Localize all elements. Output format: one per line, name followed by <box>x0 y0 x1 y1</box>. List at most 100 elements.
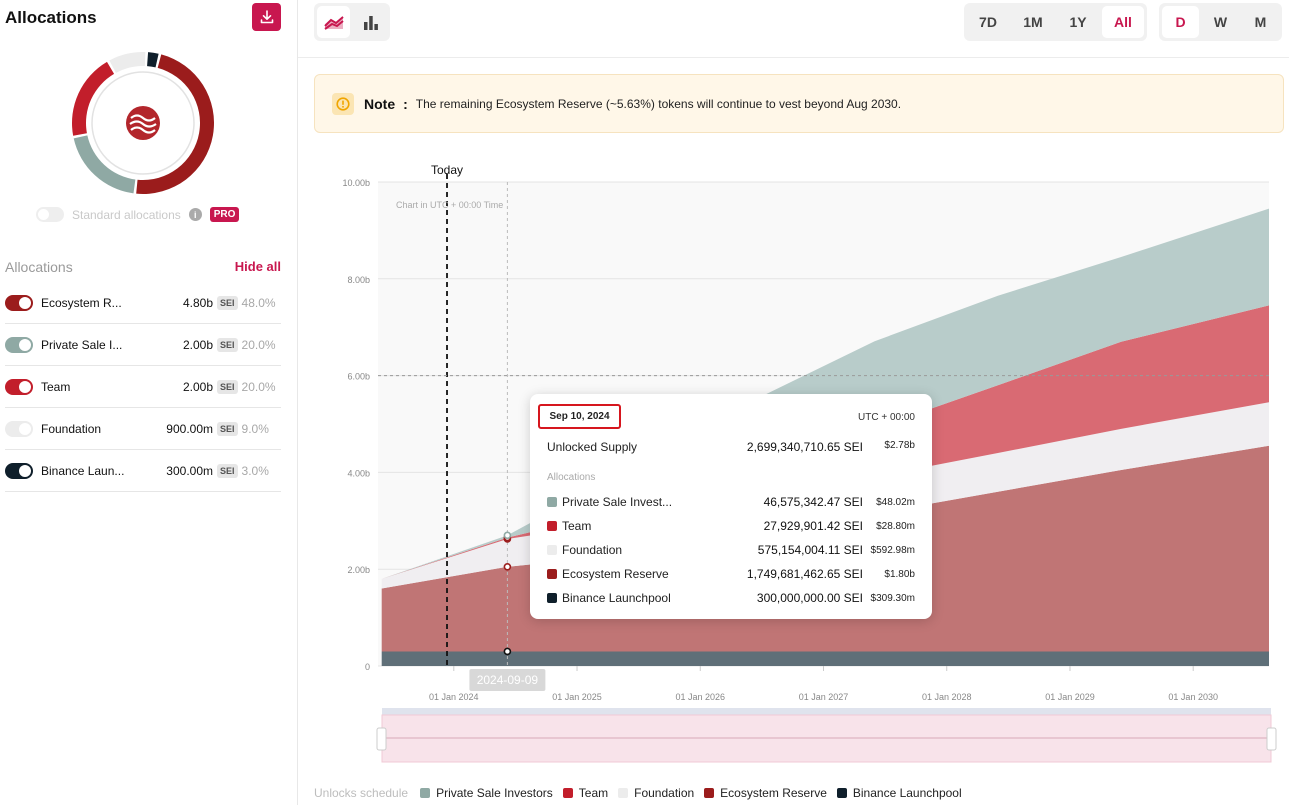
allocation-name: Binance Laun... <box>41 463 125 478</box>
download-icon <box>260 10 273 24</box>
range-navigator[interactable] <box>376 708 1277 763</box>
allocations-panel: Allocations Standard allocations i PRO <box>0 0 298 805</box>
allocation-toggle[interactable] <box>5 336 33 353</box>
range-1m[interactable]: 1M <box>1023 14 1043 30</box>
standard-allocations-label: Standard allocations <box>72 207 181 222</box>
range-1y[interactable]: 1Y <box>1069 14 1087 30</box>
allocation-percent: 48.0% <box>241 295 276 310</box>
allocation-percent: 20.0% <box>241 379 276 394</box>
donut-segments <box>72 52 214 194</box>
allocations-list-title: Allocations <box>5 259 73 275</box>
tooltip-unlocked-value: 2,699,340,710.65 SEI <box>746 440 863 454</box>
tooltip-swatch <box>547 497 557 507</box>
tooltip-allocations-label: Allocations <box>547 472 596 483</box>
allocation-amount: 900.00m <box>166 421 213 436</box>
donut-segment[interactable] <box>109 52 146 73</box>
legend-label: Team <box>578 786 609 800</box>
hover-point <box>503 647 512 656</box>
legend-item[interactable]: Foundation <box>618 786 694 800</box>
warning-circle-icon <box>336 96 350 111</box>
allocation-toggle[interactable] <box>5 294 33 311</box>
allocation-toggle[interactable] <box>5 462 33 479</box>
legend-item[interactable]: Private Sale Investors <box>420 786 553 800</box>
allocation-item: Foundation 900.00m SEI 9.0% <box>5 408 281 450</box>
tooltip-unlocked-usd: $2.78b <box>884 440 915 451</box>
legend-item[interactable]: Team <box>562 786 609 800</box>
x-tick-label: 01 Jan 2029 <box>1045 692 1095 702</box>
x-tick-label: 01 Jan 2025 <box>552 692 602 702</box>
donut-segment[interactable] <box>73 135 136 194</box>
legend-label: Ecosystem Reserve <box>720 786 827 800</box>
navigator-left-handle[interactable] <box>376 727 387 751</box>
legend-swatch <box>420 788 431 798</box>
chart-legend: Unlocks schedule Private Sale Investors … <box>314 786 972 800</box>
area-series[interactable] <box>381 305 1269 579</box>
hover-point <box>503 562 512 571</box>
chart-type-switch <box>314 3 390 41</box>
y-tick-label: 8.00b <box>347 275 370 285</box>
allocation-amount: 2.00b <box>182 337 213 352</box>
area-chart-button[interactable] <box>317 6 350 38</box>
granularity-week[interactable]: W <box>1213 14 1228 30</box>
bar-chart-button[interactable] <box>354 6 387 38</box>
range-all[interactable]: All <box>1102 6 1144 38</box>
tooltip-row-value: 27,929,901.42 SEI <box>763 519 863 533</box>
allocation-item: Binance Laun... 300.00m SEI 3.0% <box>5 450 281 492</box>
tooltip-row-value: 300,000,000.00 SEI <box>756 591 863 605</box>
tooltip-row-usd: $48.02m <box>876 496 915 508</box>
tooltip-row-name: Team <box>562 519 592 533</box>
range-7d[interactable]: 7D <box>979 14 997 30</box>
granularity-month[interactable]: M <box>1254 14 1267 30</box>
allocation-item: Ecosystem R... 4.80b SEI 48.0% <box>5 282 281 324</box>
allocation-amount: 300.00m <box>166 463 213 478</box>
utc-note: Chart in UTC + 00:00 Time <box>396 200 503 210</box>
tooltip-row-usd: $592.98m <box>870 544 915 556</box>
allocation-toggle[interactable] <box>5 420 33 437</box>
x-axis-ticks: 01 Jan 2024 01 Jan 2025 01 Jan 2026 01 Jan … <box>429 666 1218 702</box>
area-chart-icon <box>323 16 344 30</box>
legend-swatch <box>618 788 629 798</box>
y-tick-label: 10.00b <box>342 178 370 188</box>
sei-logo <box>126 106 160 140</box>
note-title: Note <box>364 95 396 112</box>
navigator-right-handle[interactable] <box>1266 727 1277 751</box>
donut-segment[interactable] <box>147 52 159 68</box>
legend-item[interactable]: Ecosystem Reserve <box>704 786 827 800</box>
hover-point <box>503 531 512 540</box>
note-icon-wrap <box>332 92 354 115</box>
allocation-toggle[interactable] <box>5 378 33 395</box>
x-tick-label: 01 Jan 2026 <box>675 692 725 702</box>
area-series[interactable] <box>381 651 1269 666</box>
info-icon[interactable]: i <box>188 208 202 221</box>
toolbar-divider <box>298 57 1289 58</box>
x-tick-label: 01 Jan 2028 <box>922 692 972 702</box>
tooltip-swatch <box>547 593 557 603</box>
legend-swatch <box>704 788 715 798</box>
tooltip-row-usd: $309.30m <box>870 592 915 604</box>
tooltip-row-usd: $28.80m <box>876 520 915 532</box>
hide-all-button[interactable]: Hide all <box>234 259 281 274</box>
tooltip-unlocked-label: Unlocked Supply <box>547 440 638 454</box>
tooltip-swatch <box>547 521 557 531</box>
tooltip-swatch <box>547 569 557 579</box>
standard-allocations-toggle[interactable] <box>36 207 64 222</box>
allocation-name: Foundation <box>41 421 102 436</box>
y-tick-label: 6.00b <box>347 372 370 382</box>
granularity-day[interactable]: D <box>1162 6 1199 38</box>
allocation-percent: 3.0% <box>241 463 269 478</box>
note-colon: : <box>403 95 408 112</box>
tooltip-unlocked-supply: Unlocked Supply 2,699,340,710.65 SEI $2.… <box>547 440 915 454</box>
token-badge: SEI <box>217 463 238 478</box>
tooltip-row: Binance Launchpool 300,000,000.00 SEI $3… <box>547 586 915 610</box>
download-button[interactable] <box>252 3 281 31</box>
y-tick-label: 4.00b <box>347 468 370 478</box>
allocation-name: Private Sale I... <box>41 337 123 352</box>
allocation-amount: 2.00b <box>182 379 213 394</box>
chart-tooltip: Sep 10, 2024 UTC + 00:00 Unlocked Supply… <box>530 394 932 619</box>
tooltip-swatch <box>547 545 557 555</box>
donut-segment[interactable] <box>136 54 214 194</box>
donut-segment[interactable] <box>72 61 115 136</box>
legend-item[interactable]: Binance Launchpool <box>836 786 962 800</box>
token-badge: SEI <box>217 337 238 352</box>
